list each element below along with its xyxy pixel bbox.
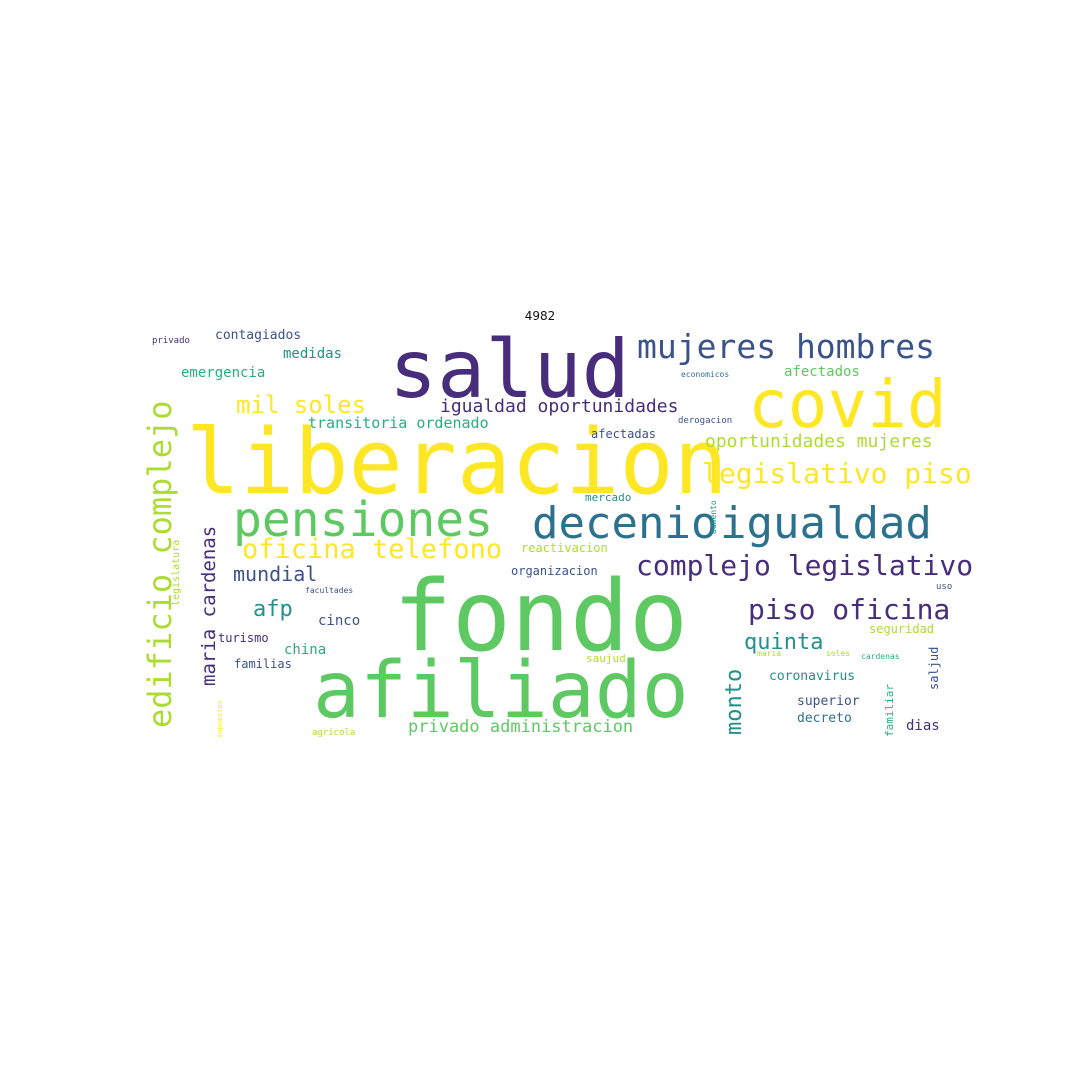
word-seguridad: seguridad [869, 622, 935, 636]
word-dias: dias [906, 718, 940, 734]
word-legislatura: legislatura [171, 539, 182, 606]
word-reactivacion: reactivacion [521, 541, 608, 555]
word-privado: privado [152, 336, 190, 346]
word-facultades: facultades [305, 586, 354, 595]
word-familiar: familiar [883, 684, 896, 737]
word-mundial: mundial [233, 562, 318, 586]
word-maria-cardenas: maria cardenas [198, 525, 220, 686]
word-superior: superior [797, 694, 860, 709]
word-supuestos: supuestos [216, 700, 224, 738]
word-quinta: quinta [744, 630, 824, 655]
word-economicos: economicos [681, 370, 730, 379]
word-medidas: medidas [283, 346, 343, 362]
word-mil-soles: mil soles [236, 391, 367, 419]
word-organizacion: organizacion [511, 564, 598, 578]
word-liberacion: liberacion [186, 410, 728, 515]
word-monto: monto [722, 668, 747, 735]
word-piso-oficina: piso oficina [748, 593, 951, 626]
word-saujud: saujud [586, 652, 626, 665]
word-privado-administracion: privado administracion [408, 717, 634, 737]
word-covid: covid [748, 366, 947, 443]
word-soles: soles [826, 649, 851, 658]
word-legislativo-piso: legislativo piso [702, 457, 972, 490]
word-aumento: aumento [709, 500, 718, 534]
word-china: china [284, 642, 327, 658]
word-emergencia: emergencia [181, 365, 266, 381]
word-derogacion: derogacion [678, 416, 733, 426]
word-igualdad: igualdad [720, 498, 932, 549]
word-agricola: agricola [312, 728, 356, 738]
word-fondo: fondo [393, 560, 689, 674]
word-afiliado: afiliado [313, 646, 689, 736]
word-cinco: cinco [318, 613, 361, 629]
word-afectadas: afectadas [591, 427, 657, 441]
word-decenio: decenio [532, 498, 718, 549]
word-transitoria-ordenado: transitoria ordenado [308, 414, 489, 432]
word-oficina-telefono: oficina telefono [242, 534, 503, 565]
word-mercado: mercado [585, 491, 632, 504]
word-afp: afp [253, 597, 293, 622]
word-salud: salud [389, 323, 630, 416]
word-mujeres-hombres: mujeres hombres [637, 327, 936, 366]
word-turismo: turismo [218, 631, 269, 645]
word-cardenas: cardenas [861, 652, 900, 661]
word-pensiones: pensiones [233, 492, 494, 548]
word-oportunidades-mujeres: oportunidades mujeres [705, 431, 933, 452]
word-afectados: afectados [784, 364, 860, 380]
word-complejo-legislativo: complejo legislativo [636, 549, 974, 582]
word-decreto: decreto [797, 711, 852, 726]
word-contagiados: contagiados [215, 328, 302, 343]
word-igualdad-oportunidades: igualdad oportunidades [440, 396, 679, 417]
word-familias: familias [234, 657, 292, 671]
word-maria: maria [757, 649, 782, 658]
word-saljud: saljud [927, 646, 941, 690]
word-uso: uso [936, 582, 953, 592]
word-coronavirus: coronavirus [769, 669, 856, 684]
figure-title: 4982 [524, 309, 556, 323]
